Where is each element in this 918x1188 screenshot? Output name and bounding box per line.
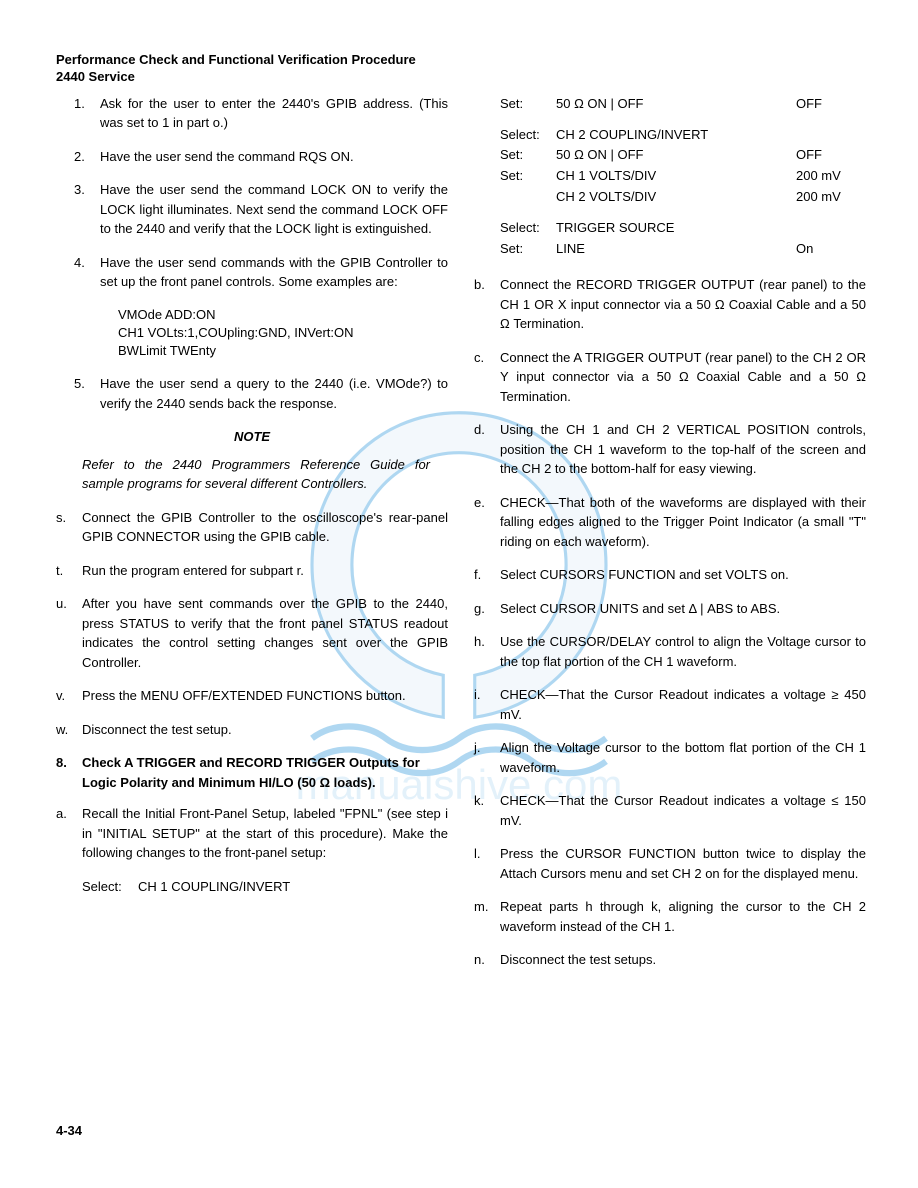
step-a: a.Recall the Initial Front-Panel Setup, … [82,804,448,863]
select-ch1-coupling: Select: CH 1 COUPLING/INVERT [82,877,448,898]
step-e: e.CHECK—That both of the waveforms are d… [500,493,866,552]
set-line: Set:LINEOn [500,239,866,260]
step-k: k.CHECK—That the Cursor Readout indicate… [500,791,866,830]
page-number: 4-34 [56,1121,82,1141]
section-8-title: 8.Check A TRIGGER and RECORD TRIGGER Out… [56,753,448,792]
step-v: v.Press the MENU OFF/EXTENDED FUNCTIONS … [82,686,448,706]
step-m: m.Repeat parts h through k, aligning the… [500,897,866,936]
step-u: u.After you have sent commands over the … [82,594,448,672]
step-j: j.Align the Voltage cursor to the bottom… [500,738,866,777]
step-f: f.Select CURSORS FUNCTION and set VOLTS … [500,565,866,585]
step-i: i.CHECK—That the Cursor Readout indicate… [500,685,866,724]
note-heading: NOTE [56,427,448,447]
step-d: d.Using the CH 1 and CH 2 VERTICAL POSIT… [500,420,866,479]
step-t: t.Run the program entered for subpart r. [82,561,448,581]
step-3: 3.Have the user send the command LOCK ON… [100,180,448,239]
step-5: 5.Have the user send a query to the 2440… [100,374,448,413]
right-column: Set:50 Ω ON | OFFOFF Select:CH 2 COUPLIN… [474,94,866,984]
step-g: g.Select CURSOR UNITS and set Δ | ABS to… [500,599,866,619]
step-l: l.Press the CURSOR FUNCTION button twice… [500,844,866,883]
step-h: h.Use the CURSOR/DELAY control to align … [500,632,866,671]
step-n: n.Disconnect the test setups. [500,950,866,970]
set-50ohm-1: Set:50 Ω ON | OFFOFF [500,94,866,115]
example-commands: VMOde ADD:ON CH1 VOLts:1,COUpling:GND, I… [56,306,448,361]
set-ch2-volts: CH 2 VOLTS/DIV200 mV [500,187,866,208]
step-s: s.Connect the GPIB Controller to the osc… [82,508,448,547]
set-ch1-volts: Set:CH 1 VOLTS/DIV200 mV [500,166,866,187]
left-column: 1.Ask for the user to enter the 2440's G… [56,94,448,984]
set-50ohm-2: Set:50 Ω ON | OFFOFF [500,145,866,166]
step-2: 2.Have the user send the command RQS ON. [100,147,448,167]
step-b: b.Connect the RECORD TRIGGER OUTPUT (rea… [500,275,866,334]
select-ch2-coupling: Select:CH 2 COUPLING/INVERT [500,125,866,146]
page-header: Performance Check and Functional Verific… [56,52,866,86]
step-w: w.Disconnect the test setup. [82,720,448,740]
select-trigger-source: Select:TRIGGER SOURCE [500,218,866,239]
step-4: 4.Have the user send commands with the G… [100,253,448,292]
header-line-2: 2440 Service [56,69,866,86]
note-body: Refer to the 2440 Programmers Reference … [56,455,448,494]
step-1: 1.Ask for the user to enter the 2440's G… [100,94,448,133]
header-line-1: Performance Check and Functional Verific… [56,52,866,69]
step-c: c.Connect the A TRIGGER OUTPUT (rear pan… [500,348,866,407]
